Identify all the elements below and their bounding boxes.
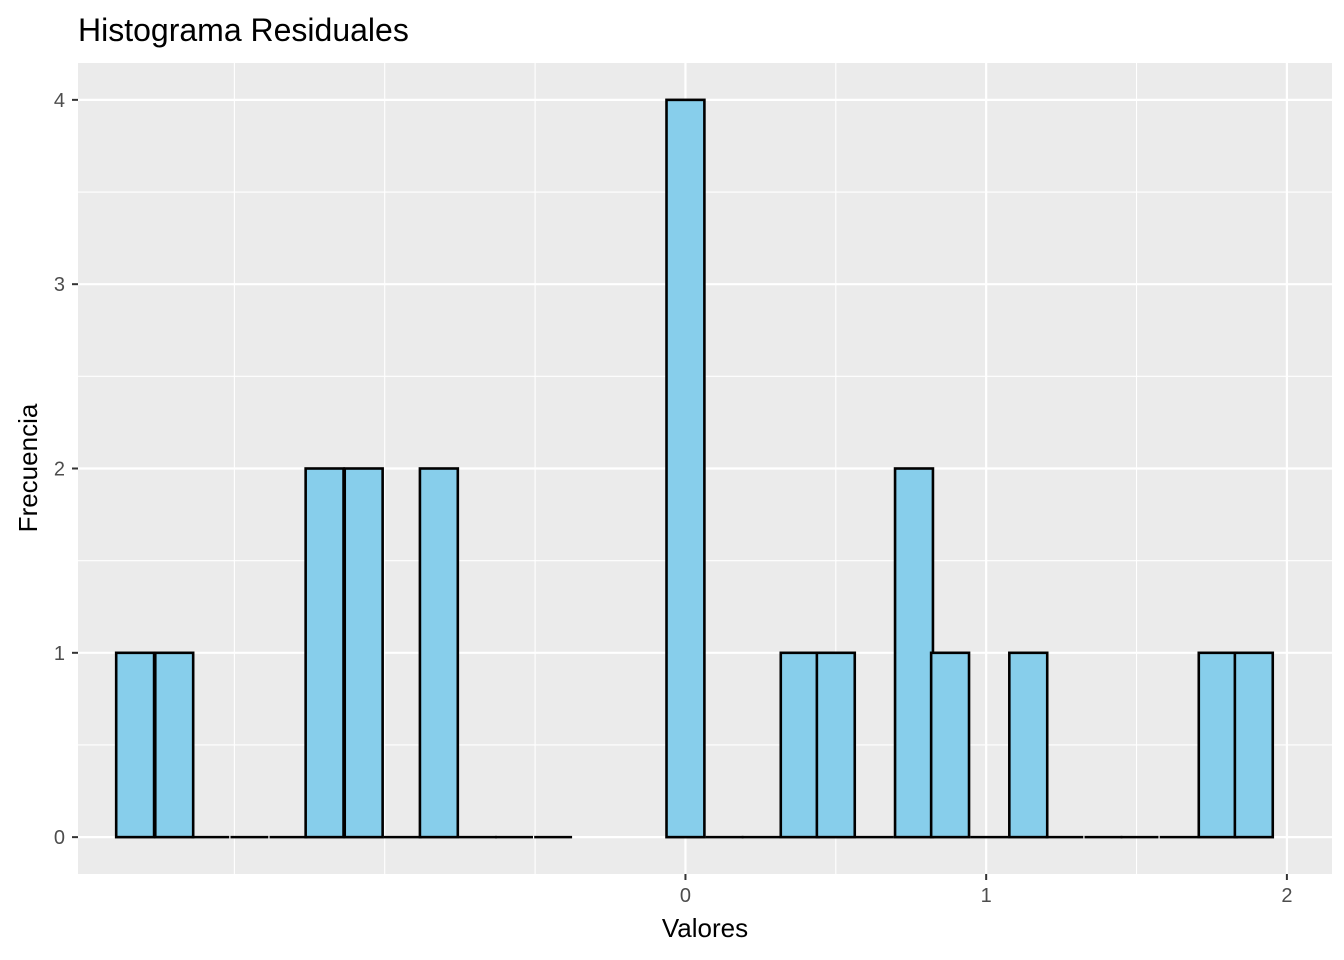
histogram-bars	[114, 98, 1275, 839]
histogram-bar	[304, 467, 345, 839]
y-axis-title: Frecuencia	[13, 403, 43, 532]
chart-title: Histograma Residuales	[78, 12, 409, 48]
x-axis-title: Valores	[662, 913, 748, 943]
histogram-bar	[893, 467, 935, 839]
x-tick-label: 2	[1281, 885, 1292, 907]
y-tick-label: 4	[54, 90, 65, 112]
y-tick-label: 0	[54, 827, 65, 849]
x-tick-label: 0	[680, 885, 691, 907]
histogram-bar	[1008, 651, 1049, 839]
histogram-bar	[343, 467, 384, 839]
histogram-bar	[815, 651, 857, 839]
y-tick-label: 2	[54, 459, 65, 481]
y-tick-label: 3	[54, 274, 65, 296]
histogram-bar	[1233, 651, 1275, 839]
x-tick-label: 1	[981, 885, 992, 907]
histogram-bar	[418, 467, 460, 839]
histogram-bar	[1197, 651, 1238, 839]
histogram-bar	[779, 651, 820, 839]
axis-ticks: 0 1 2 0 1 2 3 4	[54, 90, 1293, 907]
histogram-bar	[153, 651, 195, 839]
histogram-bar	[665, 98, 706, 839]
y-tick-label: 1	[54, 643, 65, 665]
histogram-bar	[114, 651, 156, 839]
histogram-bar	[929, 651, 971, 839]
